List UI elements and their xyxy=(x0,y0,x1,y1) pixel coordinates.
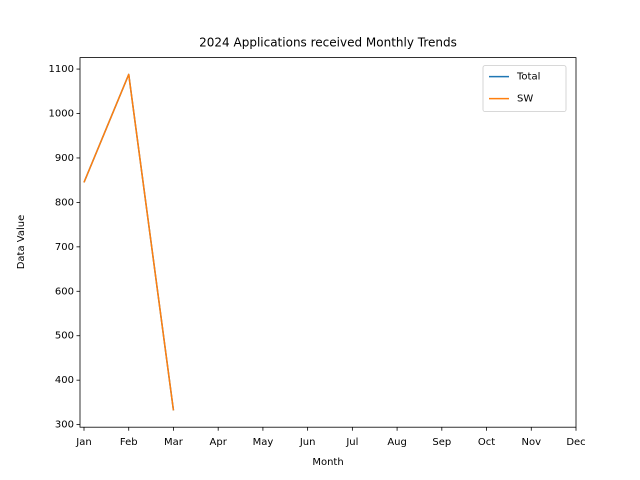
series-line xyxy=(83,73,175,411)
legend-label: Total xyxy=(516,72,540,83)
x-tick-label: Dec xyxy=(566,437,585,448)
x-tick-label: Jan xyxy=(75,437,91,448)
y-tick-label: 600 xyxy=(55,286,74,297)
x-tick-label: Sep xyxy=(432,437,451,448)
x-tick-label: Jun xyxy=(299,437,316,448)
x-tick-label: Mar xyxy=(164,437,184,448)
x-axis-label: Month xyxy=(312,457,343,468)
y-axis-label: Data Value xyxy=(16,215,27,270)
y-tick-label: 300 xyxy=(55,420,74,431)
y-tick-label: 500 xyxy=(55,331,74,342)
x-tick-label: Apr xyxy=(210,437,228,448)
y-tick-label: 400 xyxy=(55,375,74,386)
x-tick-label: Feb xyxy=(120,437,138,448)
chart-title: 2024 Applications received Monthly Trend… xyxy=(199,36,457,50)
y-tick-label: 700 xyxy=(55,242,74,253)
x-tick-label: Oct xyxy=(478,437,495,448)
y-tick-label: 1100 xyxy=(49,64,74,75)
x-tick-label: May xyxy=(253,437,274,448)
y-tick-label: 900 xyxy=(55,153,74,164)
x-tick-label: Jul xyxy=(345,437,358,448)
legend-label: SW xyxy=(517,94,533,105)
x-tick-label: Nov xyxy=(522,437,542,448)
x-tick-label: Aug xyxy=(387,437,407,448)
y-tick-label: 1000 xyxy=(49,109,74,120)
plot-frame xyxy=(79,57,577,428)
y-tick-label: 800 xyxy=(55,197,74,208)
